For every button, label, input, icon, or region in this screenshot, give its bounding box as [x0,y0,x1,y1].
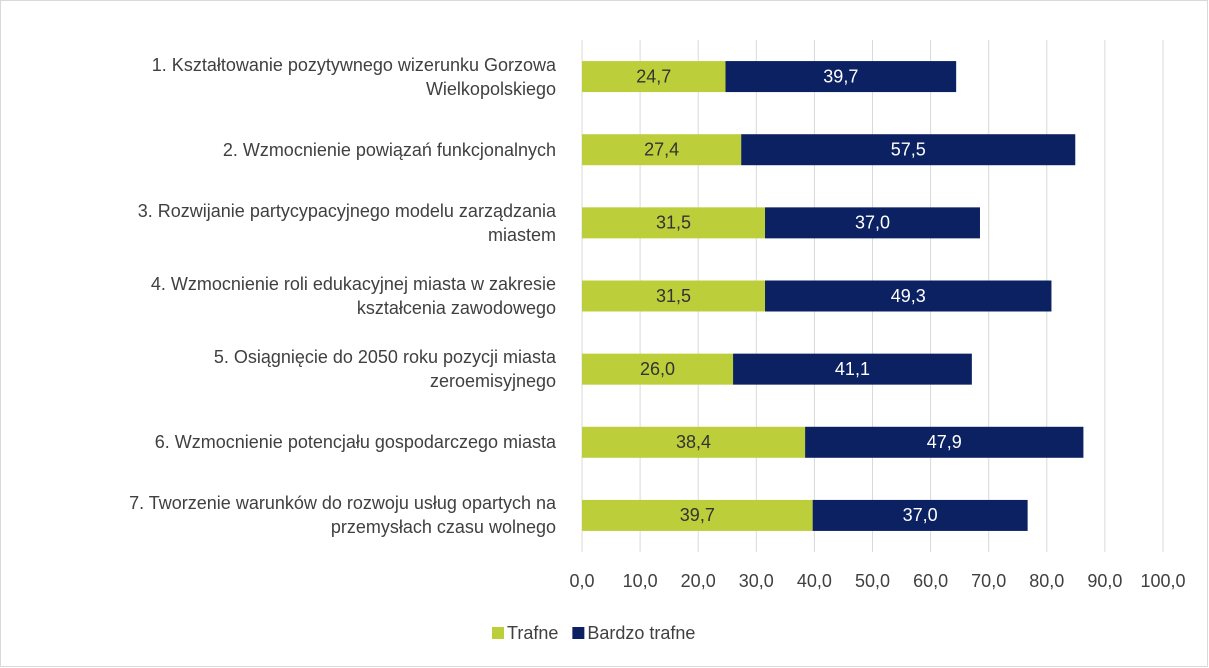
category-label: 5. Osiągnięcie do 2050 roku pozycji mias… [213,347,556,392]
bar [582,353,734,385]
value-label: 47,9 [927,432,962,452]
category-label: 4. Wzmocnienie roli edukacyjnej miasta w… [150,274,556,318]
legend-swatch [572,627,585,639]
value-label: 26,0 [640,359,675,379]
bar [765,207,980,239]
value-label: 57,5 [891,139,926,159]
x-tick-label: 20,0 [681,571,716,591]
x-tick-label: 30,0 [739,571,774,591]
x-tick-label: 40,0 [797,571,832,591]
value-label: 37,0 [855,213,890,233]
value-label: 37,0 [903,505,938,525]
x-tick-label: 0,0 [569,571,594,591]
bar [765,280,1052,312]
bar [805,426,1084,458]
bar [812,499,1028,531]
bar [582,426,806,458]
value-label: 49,3 [891,286,926,306]
value-label: 38,4 [676,432,711,452]
value-label: 41,1 [835,359,870,379]
legend-label: Trafne [507,623,558,643]
category-label: 2. Wzmocnienie powiązań funkcjonalnych [222,139,556,160]
legend-label: Bardzo trafne [587,623,695,643]
bar [582,207,766,239]
category-label: 1. Kształtowanie pozytywnego wizerunku G… [151,54,556,99]
bar [582,499,813,531]
x-tick-label: 100,0 [1140,571,1185,591]
bar [733,353,972,385]
x-tick-label: 90,0 [1087,571,1122,591]
legend-swatch [492,627,504,639]
category-label: 6. Wzmocnienie potencjału gospodarczego … [154,432,556,453]
x-tick-label: 50,0 [855,571,890,591]
value-label: 31,5 [656,286,691,306]
value-label: 39,7 [823,66,858,86]
bar [582,61,726,93]
value-label: 31,5 [656,213,691,233]
x-tick-label: 60,0 [913,571,948,591]
value-label: 24,7 [636,66,671,86]
x-tick-label: 10,0 [623,571,658,591]
value-label: 27,4 [644,139,679,159]
bar [725,61,957,93]
category-label: 7. Tworzenie warunków do rozwoju usług o… [129,493,556,538]
bar [741,134,1076,166]
bar [582,280,766,312]
value-label: 39,7 [680,505,715,525]
x-tick-label: 80,0 [1029,571,1064,591]
category-label: 3. Rozwijanie partycypacyjnego modelu za… [137,200,556,245]
x-tick-label: 70,0 [971,571,1006,591]
bar [582,134,742,166]
